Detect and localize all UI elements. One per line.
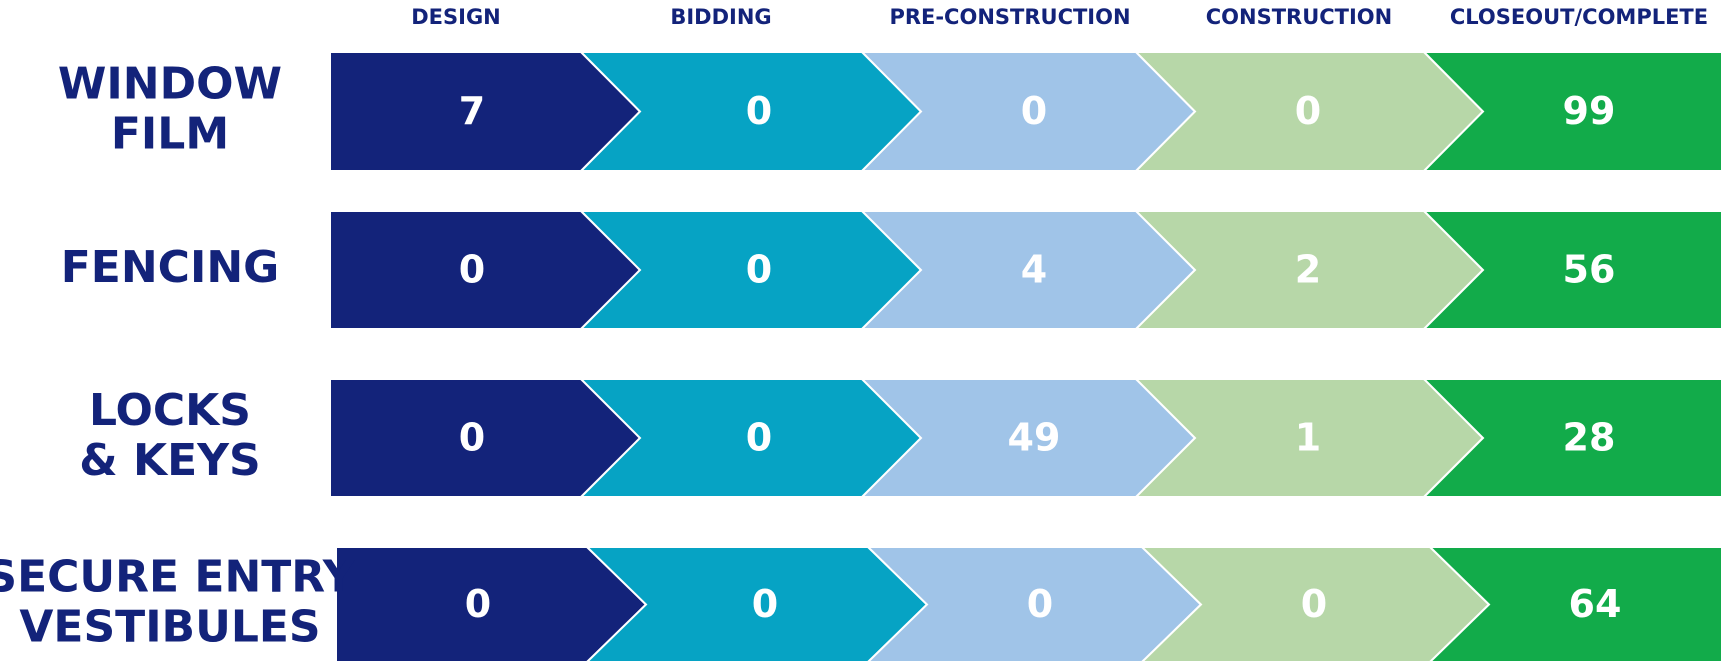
stage-count: 0 [1021,89,1047,133]
stage-count: 0 [1027,582,1053,626]
stage-count: 28 [1563,416,1616,460]
stage-chevron [1421,51,1722,172]
stage-count: 56 [1563,248,1616,292]
stage-count: 0 [746,89,772,133]
stage-count: 0 [459,248,485,292]
stage-count: 64 [1569,582,1622,626]
stage-count: 49 [1008,416,1061,460]
row-label: VESTIBULES [19,602,320,653]
row-label: & KEYS [79,435,260,486]
stage-header: CLOSEOUT/COMPLETE [1450,5,1708,29]
stage-count: 1 [1295,416,1321,460]
stage-chevron [1421,210,1722,330]
stage-count: 7 [459,89,485,133]
row-label: WINDOW [58,59,282,110]
row-label: FILM [111,109,229,160]
stage-count: 0 [752,582,778,626]
stage-count: 4 [1021,248,1047,292]
stage-count: 99 [1563,89,1616,133]
stage-count: 0 [746,248,772,292]
stage-chevron [1427,546,1722,662]
stage-chevron [1421,378,1722,498]
row-label: SECURE ENTRY [0,552,356,603]
stage-count: 0 [465,582,491,626]
stage-count: 0 [1295,89,1321,133]
stage-header: DESIGN [411,5,501,29]
row-label: FENCING [61,242,280,293]
stage-count: 0 [746,416,772,460]
stage-header: BIDDING [670,5,771,29]
stage-header: PRE-CONSTRUCTION [889,5,1130,29]
stage-count: 2 [1295,248,1321,292]
row-label: LOCKS [89,385,251,436]
stage-header: CONSTRUCTION [1206,5,1393,29]
stage-count: 0 [1301,582,1327,626]
stage-count: 0 [459,416,485,460]
